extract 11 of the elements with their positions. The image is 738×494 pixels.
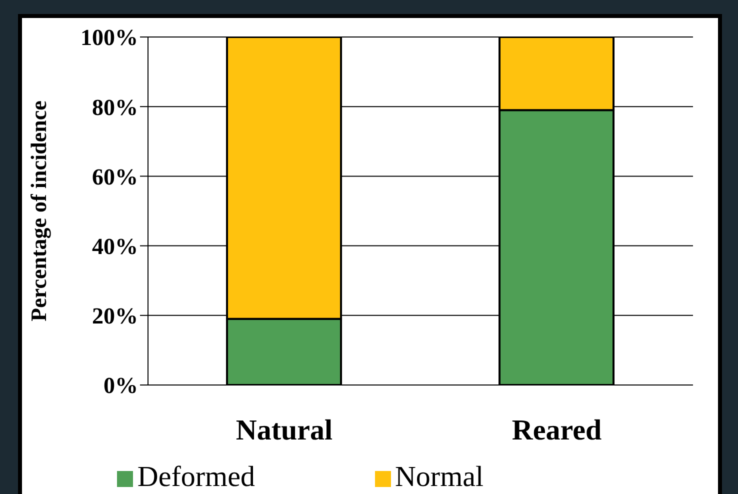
- legend-label: Deformed: [137, 461, 255, 493]
- y-tick-label: 0%: [104, 373, 138, 398]
- y-tick-label: 40%: [92, 234, 138, 259]
- y-tick-label: 80%: [92, 94, 138, 120]
- y-tick-label: 20%: [92, 304, 138, 329]
- legend-label: Normal: [394, 461, 484, 493]
- y-tick-label: 100%: [80, 25, 138, 50]
- y-axis-title: Percentage of incidence: [26, 100, 51, 322]
- x-tick-label: Reared: [512, 414, 602, 447]
- x-tick-label: Natural: [236, 414, 333, 447]
- y-tick-label: 60%: [92, 164, 138, 190]
